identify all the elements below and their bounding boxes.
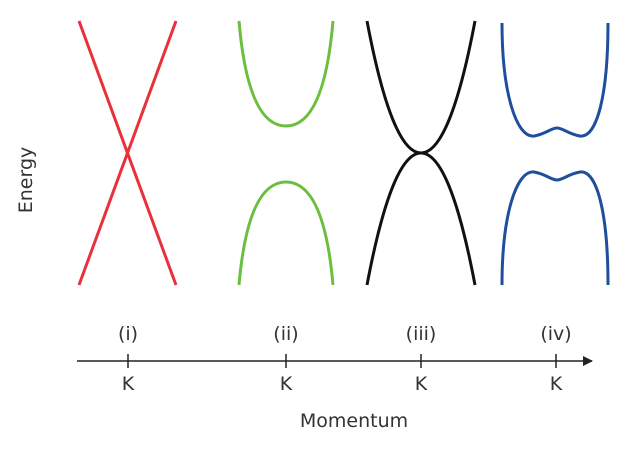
panel-iii-k-label: K [415,373,428,395]
panel-ii-k-label: K [280,373,293,395]
panel-i-k-label: K [122,373,135,395]
panel-iv-valence-band [500,170,610,286]
panel-iv-conduction-band [500,22,610,138]
panel-i-label: (i) [118,323,138,345]
panel-ii-conduction-band [237,20,335,128]
panel-iv-label: (iv) [540,323,571,345]
panel-ii-label: (ii) [273,323,298,345]
panel-iii-upper-band [365,20,477,155]
energy-axis-label: Energy [15,147,37,214]
panel-i-bands [77,20,178,286]
momentum-axis-label: Momentum [300,410,408,432]
panel-iv-k-label: K [550,373,563,395]
panel-ii-valence-band [237,180,335,286]
panel-iii-label: (iii) [406,323,437,345]
panel-ii-bands [237,20,335,286]
panel-i-band-falling [77,20,178,286]
panel-iii-bands [365,20,477,286]
panel-iii-lower-band [365,151,477,286]
panel-iv-bands [500,22,610,286]
